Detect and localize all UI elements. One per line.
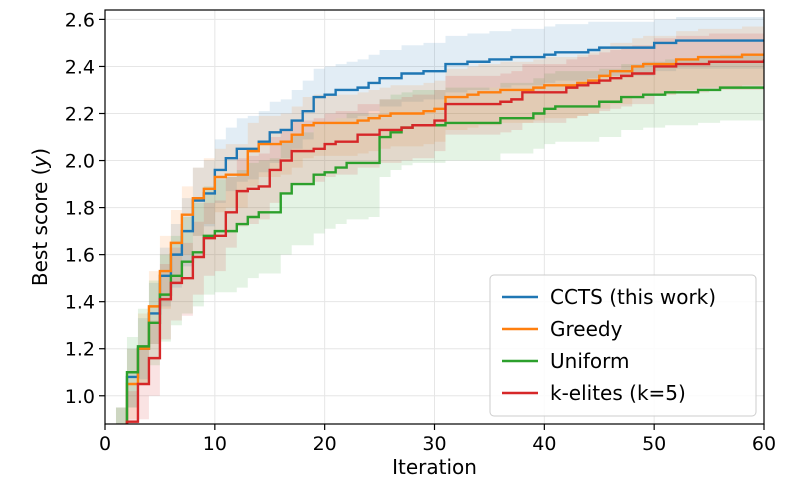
legend-label: k-elites (k=5) [550, 381, 686, 405]
x-tick-label: 0 [99, 433, 111, 455]
y-tick-label: 2.6 [65, 9, 95, 31]
x-axis-label: Iteration [392, 455, 477, 479]
x-tick-label: 20 [313, 433, 337, 455]
y-tick-label: 1.0 [65, 386, 95, 408]
x-tick-label: 10 [203, 433, 227, 455]
x-tick-label: 30 [422, 433, 446, 455]
legend-label: Greedy [550, 317, 623, 341]
x-tick-label: 50 [642, 433, 666, 455]
y-tick-label: 1.4 [65, 292, 95, 314]
confidence-band [115, 26, 764, 424]
y-tick-label: 2.4 [65, 56, 95, 78]
legend-box [489, 274, 757, 417]
y-tick-label: 1.6 [65, 245, 95, 267]
x-tick-label: 60 [752, 433, 776, 455]
y-tick-label: 2.2 [65, 104, 95, 126]
series-line [125, 53, 764, 424]
series-line [125, 59, 764, 424]
legend-label: Uniform [550, 349, 630, 373]
y-tick-label: 2.0 [65, 151, 95, 173]
legend-label: CCTS (this work) [550, 285, 716, 309]
grid-lines [104, 10, 765, 424]
y-tick-label: 1.8 [65, 198, 95, 220]
axis-ticks: 0 10 20 30 40 50 60 1.0 1.2 1.4 1.6 1.8 2.0 2.2 2.4 2.6 [65, 9, 776, 455]
x-tick-label: 40 [532, 433, 556, 455]
confidence-band [115, 17, 764, 424]
y-tick-label: 1.2 [65, 339, 95, 361]
series-lines [125, 39, 764, 424]
y-axis-label: Best score (y) [28, 148, 52, 286]
legend: CCTS (this work) Greedy Uniform k-elites (k… [489, 274, 757, 417]
